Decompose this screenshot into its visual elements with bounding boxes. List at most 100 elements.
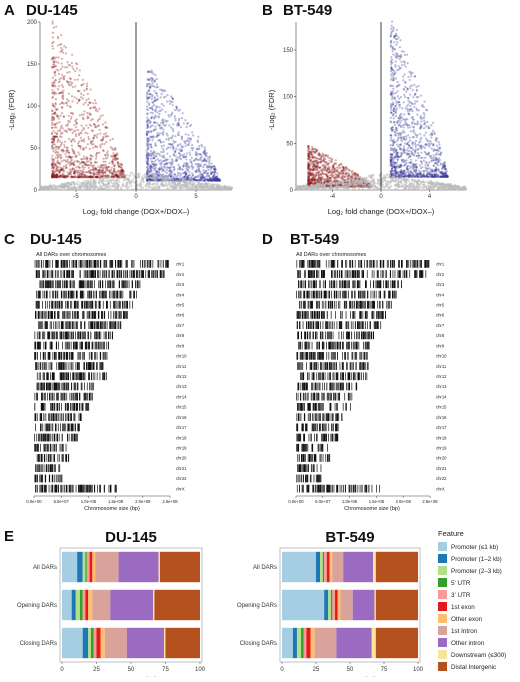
volcano-a-point-ns [118,181,120,183]
volcano-a-point-down [78,161,80,163]
volcano-a-point-ns [92,181,94,183]
volcano-a-point-ns [83,188,85,190]
volcano-a-point-down [55,98,57,100]
volcano-a-point-down [63,102,65,104]
volcano-a-point-down [64,141,66,143]
volcano-a-point-up [182,172,184,174]
volcano-b-point-down [331,159,333,161]
volcano-a-point-down [62,149,64,151]
volcano-b-point-up [394,98,396,100]
volcano-a-point-up [147,122,149,124]
volcano-b-point-up [401,107,403,109]
volcano-b-point-up [410,150,412,152]
volcano-a-point-down [70,118,72,120]
volcano-a-point-down [118,163,120,165]
volcano-b-point-down [324,167,326,169]
volcano-b-point-down [354,174,356,176]
volcano-a-point-up [159,106,161,108]
volcano-a-point-ns [70,182,72,184]
volcano-a-point-ns [68,182,70,184]
volcano-a-point-up [185,155,187,157]
volcano-a-point-ns [86,180,88,182]
volcano-a-point-up [155,92,157,94]
volcano-a-point-up [204,177,206,179]
volcano-a-point-down [60,160,62,162]
volcano-a-point-down [52,135,54,137]
volcano-a-point-down [68,100,70,102]
volcano-a-point-down [96,176,98,178]
volcano-b-point-up [392,161,394,163]
volcano-b-point-down [351,173,353,175]
volcano-a-point-down [52,36,54,38]
volcano-a-point-down [112,160,114,162]
volcano-b-point-down [328,159,330,161]
volcano-a-point-up [181,145,183,147]
volcano-a-point-up [214,165,216,167]
volcano-a-point-up [190,161,192,163]
volcano-b-point-down [309,168,311,170]
volcano-b-point-up [427,140,429,142]
volcano-a-point-up [157,124,159,126]
volcano-a-point-down [97,174,99,176]
volcano-a-point-up [204,146,206,148]
volcano-b-point-down [315,165,317,167]
volcano-a-point-down [53,150,55,152]
volcano-a-point-up [147,124,149,126]
volcano-a-point-down [52,32,54,34]
volcano-a-point-up [171,144,173,146]
volcano-a-point-down [99,167,101,169]
volcano-a-point-down [83,103,85,105]
volcano-a-point-up [156,111,158,113]
volcano-a-point-down [83,155,85,157]
volcano-a-ytick-label: 200 [27,20,38,26]
volcano-a-point-ns [92,186,94,188]
volcano-a-point-up [211,178,213,180]
volcano-a-point-up [156,78,158,80]
volcano-a-point-up [152,153,154,155]
volcano-a-point-down [52,23,54,25]
volcano-a-point-down [86,132,88,134]
volcano-a-point-up [206,172,208,174]
volcano-a-point-up [172,128,174,130]
volcano-a-point-down [100,164,102,166]
volcano-a-point-ns [99,185,101,187]
volcano-a-point-ns [152,187,154,189]
volcano-a-point-up [172,166,174,168]
volcano-a-point-down [54,170,56,172]
volcano-b-point-up [418,157,420,159]
volcano-a-point-up [169,155,171,157]
volcano-a-xtick-label: -5 [73,194,79,200]
volcano-a-point-ns [75,188,77,190]
volcano-a-point-down [55,146,57,148]
volcano-b-point-up [420,152,422,154]
volcano-a-point-down [92,102,94,104]
volcano-a-point-ns [203,186,205,188]
volcano-a-point-down [90,141,92,143]
volcano-a-point-up [147,71,149,73]
volcano-b-point-down [308,175,310,177]
volcano-a-point-down [81,158,83,160]
volcano-a-point-down [58,81,60,83]
volcano-b-point-up [396,86,398,88]
volcano-a-point-ns [193,183,195,185]
volcano-a-point-up [151,82,153,84]
volcano-a-point-up [212,175,214,177]
volcano-a-point-ns [109,188,111,190]
volcano-a-point-ns [189,182,191,184]
volcano-a-point-down [89,148,91,150]
volcano-a-point-ns [202,183,204,185]
volcano-b-point-down [347,175,349,177]
volcano-a-point-down [103,164,105,166]
volcano-a-point-up [146,117,148,119]
volcano-a-point-down [53,26,55,28]
volcano-a-point-ns [211,184,213,186]
volcano-b-point-up [413,154,415,156]
volcano-a-point-down [63,165,65,167]
volcano-b-point-up [409,137,411,139]
volcano-a-point-up [203,160,205,162]
volcano-a-point-ns [99,182,101,184]
volcano-a-point-ns [67,185,69,187]
volcano-a-point-up [153,116,155,118]
volcano-a-point-up [168,100,170,102]
volcano-a-point-up [178,118,180,120]
